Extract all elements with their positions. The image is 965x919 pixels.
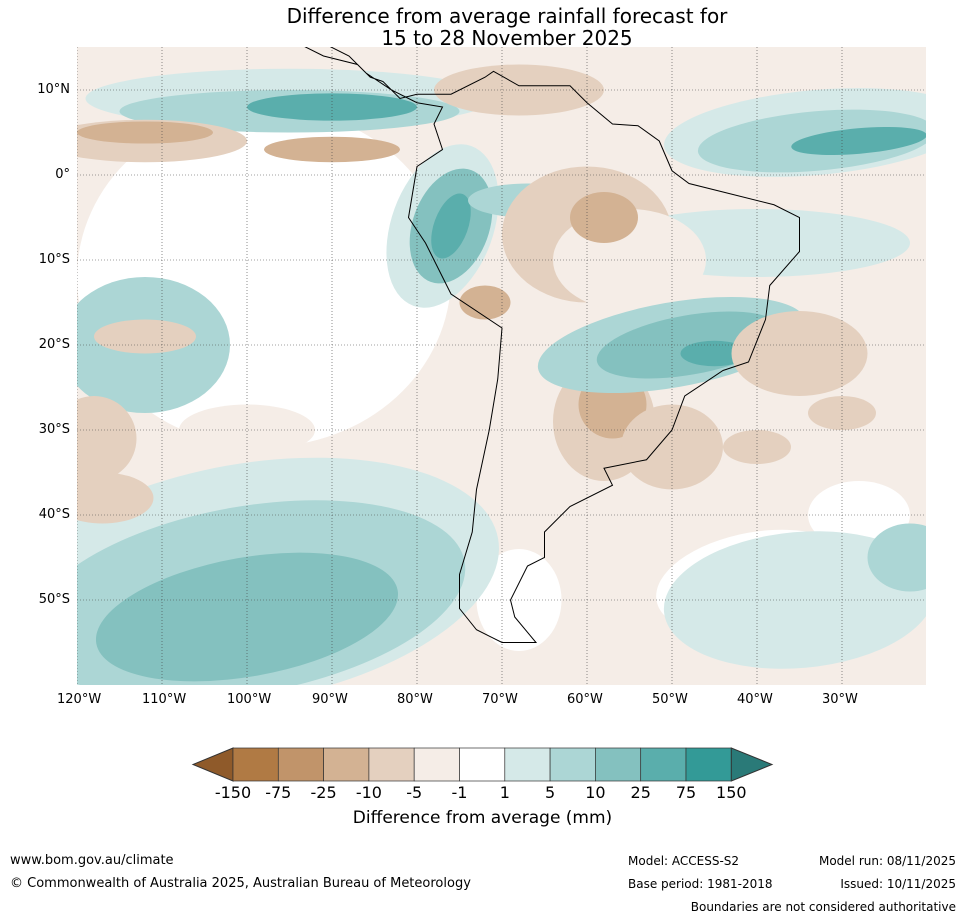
colorbar-tick-label: -5	[406, 783, 423, 802]
colorbar-segment	[459, 747, 506, 782]
colorbar-segment	[232, 747, 279, 782]
longitude-tick-label: 120°W	[57, 692, 102, 707]
longitude-tick-label: 50°W	[652, 692, 688, 707]
longitude-tick-label: 110°W	[142, 692, 187, 707]
colorbar-tick-label: -75	[265, 783, 292, 802]
colorbar-over-arrow	[730, 747, 774, 782]
latitude-tick-label: 20°S	[38, 337, 70, 352]
anomaly-region	[867, 523, 926, 592]
longitude-tick-label: 60°W	[567, 692, 603, 707]
anomaly-region	[663, 531, 926, 669]
base-period: Base period: 1981-2018	[628, 877, 773, 891]
anomaly-region	[77, 396, 137, 481]
colorbar-tick-label: -10	[355, 783, 382, 802]
colorbar-tick-label: 10	[585, 783, 606, 802]
colorbar-segment	[277, 747, 324, 782]
longitude-tick-label: 30°W	[822, 692, 858, 707]
colorbar-segment	[368, 747, 415, 782]
colorbar-tick-label: -25	[310, 783, 337, 802]
anomaly-region	[94, 319, 196, 354]
colorbar-segment	[413, 747, 460, 782]
longitude-tick-label: 40°W	[737, 692, 773, 707]
longitude-tick-label: 80°W	[397, 692, 433, 707]
anomaly-region	[179, 404, 315, 456]
latitude-tick-label: 40°S	[38, 507, 70, 522]
anomaly-region	[77, 472, 154, 524]
longitude-tick-label: 100°W	[227, 692, 272, 707]
latitude-tick-label: 10°N	[37, 82, 70, 97]
longitude-tick-label: 90°W	[312, 692, 348, 707]
map-title-line2: 15 to 28 November 2025	[381, 26, 633, 50]
colorbar-tick-label: 75	[675, 783, 697, 802]
colorbar-title: Difference from average (mm)	[352, 808, 613, 828]
map-title-line1: Difference from average rainfall forecas…	[286, 4, 728, 28]
colorbar-segment	[323, 747, 370, 782]
latitude-tick-label: 50°S	[38, 592, 70, 607]
colorbar-tick-label: 150	[716, 783, 747, 802]
anomaly-region	[731, 311, 868, 396]
colorbar-tick-label: 25	[630, 783, 651, 802]
model-label: Model: ACCESS-S2	[628, 854, 740, 868]
anomaly-region	[570, 192, 638, 243]
colorbar-segment	[685, 747, 732, 782]
latitude-tick-label: 30°S	[38, 422, 70, 437]
anomaly-region	[791, 126, 926, 156]
anomaly-region	[431, 193, 471, 259]
colorbar-segment	[640, 747, 687, 782]
colorbar-tick-label: 5	[545, 783, 556, 802]
anomaly-region	[77, 121, 213, 144]
anomaly-region	[680, 340, 749, 367]
latitude-tick-label: 10°S	[38, 252, 70, 267]
colorbar-segment	[595, 747, 642, 782]
model-run: Model run: 08/11/2025	[818, 854, 956, 868]
colorbar-tick-label: -1	[451, 783, 468, 802]
longitude-tick-label: 70°W	[482, 692, 518, 707]
coastline	[304, 47, 800, 643]
colorbar-segment	[504, 747, 551, 782]
colorbar-tick-label: 1	[499, 783, 510, 802]
colorbar-under-arrow	[191, 747, 234, 782]
graticule	[77, 47, 926, 685]
colorbar-tick-label: -150	[214, 783, 252, 802]
colorbar-segment	[549, 747, 596, 782]
disclaimer: Boundaries are not considered authoritat…	[690, 900, 956, 914]
latitude-tick-label: 0°	[55, 167, 70, 182]
colorbar	[191, 747, 774, 782]
anomaly-region	[459, 285, 511, 320]
issued-date: Issued: 10/11/2025	[840, 877, 956, 891]
website-link[interactable]: www.bom.gov.au/climate	[10, 853, 174, 868]
copyright: © Commonwealth of Australia 2025, Austra…	[10, 876, 471, 891]
rainfall-anomaly-field	[77, 47, 926, 685]
south-america-coastline	[304, 47, 800, 643]
